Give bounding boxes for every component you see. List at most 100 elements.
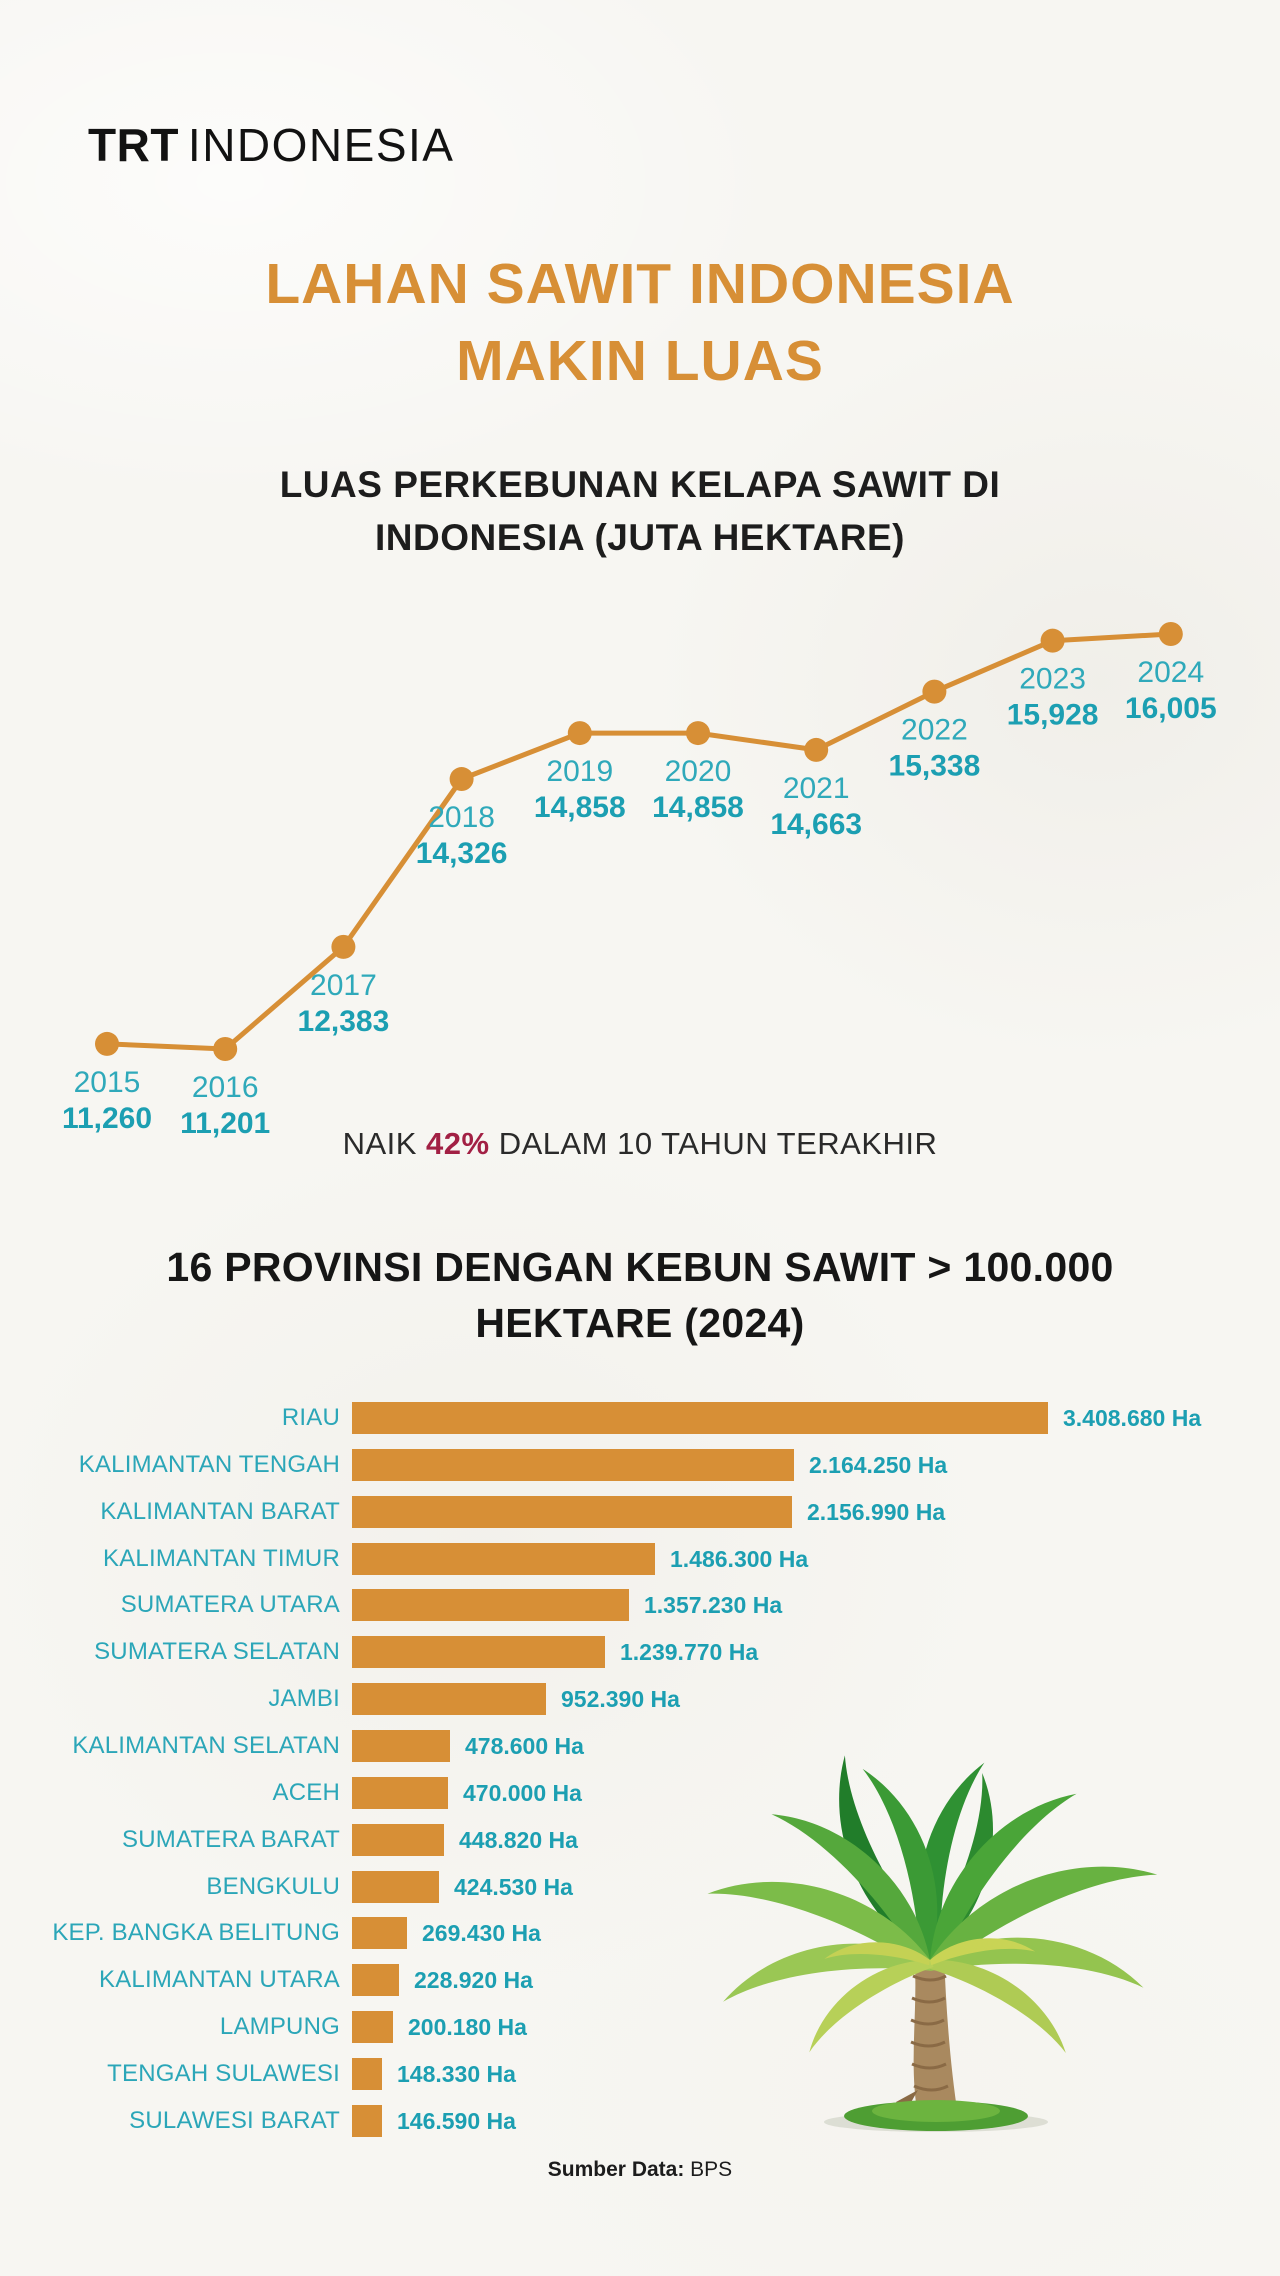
data-point-2019: [567, 721, 592, 746]
bar-label: SUMATERA UTARA: [120, 1591, 340, 1618]
growth-note-prefix: NAIK: [342, 1126, 427, 1161]
bar-label: SUMATERA SELATAN: [94, 1638, 340, 1665]
bar: [352, 1730, 450, 1762]
brand-logo: TRT INDONESIA: [88, 118, 454, 172]
bar-label: ACEH: [272, 1779, 340, 1806]
bar-label: KALIMANTAN UTARA: [98, 1966, 340, 1993]
year-label-2022: 2022: [901, 714, 968, 747]
year-label-2024: 2024: [1137, 656, 1204, 689]
line-series: [104, 631, 1174, 1052]
bar-row: KALIMANTAN UTARA 228.920 Ha: [0, 1964, 1280, 1996]
bar-label: KALIMANTAN TIMUR: [102, 1545, 340, 1572]
bar-row: LAMPUNG 200.180 Ha: [0, 2011, 1280, 2043]
data-point-2022: [922, 679, 947, 704]
growth-note-suffix: DALAM 10 TAHUN TERAKHIR: [489, 1126, 938, 1161]
bar-chart: RIAU 3.408.680 Ha KALIMANTAN TENGAH 2.164.2…: [0, 1402, 1280, 2152]
source-value: BPS: [690, 2158, 733, 2181]
bar-value-label: 228.920 Ha: [414, 1967, 533, 1993]
bar-value-label: 424.530 Ha: [454, 1874, 573, 1900]
bar-chart-title-line1: 16 PROVINSI DENGAN KEBUN SAWIT > 100.000: [166, 1244, 1114, 1290]
palm-tree-illustration: [703, 1745, 1167, 2132]
growth-note: NAIK 42% DALAM 10 TAHUN TERAKHIR: [0, 1126, 1280, 1162]
bar-row: SULAWESI BARAT 146.590 Ha: [0, 2105, 1280, 2137]
bar: [352, 2011, 393, 2043]
bar-row: SUMATERA SELATAN 1.239.770 Ha: [0, 1636, 1280, 1668]
bar-label: SULAWESI BARAT: [129, 2107, 340, 2134]
year-label-2016: 2016: [192, 1071, 259, 1104]
bar-value-label: 146.590 Ha: [397, 2108, 516, 2134]
year-label-2018: 2018: [428, 801, 495, 834]
bar-value-label: 470.000 Ha: [463, 1780, 582, 1806]
bar-value-label: 2.156.990 Ha: [807, 1499, 946, 1525]
bar-value-label: 1.239.770 Ha: [620, 1639, 759, 1665]
bar: [352, 2105, 382, 2137]
bar: [352, 1824, 444, 1856]
bar-value-label: 3.408.680 Ha: [1063, 1405, 1202, 1431]
bar-value-label: 1.486.300 Ha: [670, 1546, 809, 1572]
bar-value-label: 478.600 Ha: [465, 1733, 584, 1759]
source-note: Sumber Data: BPS: [0, 2158, 1280, 2182]
bar-label: SUMATERA BARAT: [122, 1826, 340, 1853]
bar-label: BENGKULU: [206, 1873, 340, 1900]
bar-chart-title: 16 PROVINSI DENGAN KEBUN SAWIT > 100.000…: [0, 1239, 1280, 1351]
source-label: Sumber Data:: [547, 2158, 685, 2181]
bar: [352, 1777, 448, 1809]
bar-row: SUMATERA BARAT 448.820 Ha: [0, 1824, 1280, 1856]
line-chart-title-line2: INDONESIA (JUTA HEKTARE): [375, 517, 905, 558]
bar-value-label: 448.820 Ha: [459, 1827, 578, 1853]
bar-label: LAMPUNG: [219, 2013, 340, 2040]
line-chart-title-line1: LUAS PERKEBUNAN KELAPA SAWIT DI: [279, 464, 1001, 505]
data-point-2018: [449, 767, 474, 792]
bar-value-label: 148.330 Ha: [397, 2061, 516, 2087]
bar: [352, 2058, 382, 2090]
bar: [352, 1402, 1048, 1434]
bar-row: TENGAH SULAWESI 148.330 Ha: [0, 2058, 1280, 2090]
bar: [352, 1589, 629, 1621]
bar: [352, 1449, 794, 1481]
bar-row: KALIMANTAN TIMUR 1.486.300 Ha: [0, 1543, 1280, 1575]
palm-trunk: [896, 1952, 958, 2116]
data-point-2016: [213, 1037, 238, 1061]
data-point-2015: [95, 1031, 119, 1056]
bar-value-label: 269.430 Ha: [422, 1920, 541, 1946]
year-label-2019: 2019: [546, 755, 613, 788]
bar: [352, 1636, 605, 1668]
value-label-2015: 11,260: [62, 1102, 152, 1135]
brand-logo-indonesia: INDONESIA: [187, 119, 455, 171]
bar-value-label: 2.164.250 Ha: [809, 1452, 948, 1478]
year-label-2021: 2021: [783, 772, 850, 805]
value-label-2022: 15,338: [889, 750, 981, 783]
value-label-2016: 11,201: [180, 1107, 270, 1140]
data-point-2021: [804, 737, 829, 762]
bar-row: KALIMANTAN TENGAH 2.164.250 Ha: [0, 1449, 1280, 1481]
value-label-2017: 12,383: [298, 1005, 390, 1038]
value-label-2023: 15,928: [1007, 699, 1099, 732]
year-label-2017: 2017: [310, 969, 377, 1002]
value-label-2019: 14,858: [534, 791, 626, 824]
value-label-2024: 16,005: [1125, 692, 1217, 725]
bar-value-label: 1.357.230 Ha: [644, 1592, 783, 1618]
page-title-line1: LAHAN SAWIT INDONESIA: [265, 252, 1015, 316]
bar-value-label: 200.180 Ha: [408, 2014, 527, 2040]
bar: [352, 1871, 439, 1903]
value-label-2018: 14,326: [416, 837, 508, 870]
line-chart-title: LUAS PERKEBUNAN KELAPA SAWIT DI INDONESI…: [0, 458, 1280, 564]
bar: [352, 1683, 546, 1715]
bar-label: KEP. BANGKA BELITUNG: [52, 1919, 340, 1946]
bar-row: JAMBI 952.390 Ha: [0, 1683, 1280, 1715]
data-point-2017: [331, 934, 356, 959]
data-point-2020: [686, 721, 710, 746]
bar-row: BENGKULU 424.530 Ha: [0, 1871, 1280, 1903]
bar-row: RIAU 3.408.680 Ha: [0, 1402, 1280, 1434]
growth-percentage: 42%: [426, 1126, 490, 1161]
brand-logo-trt: TRT: [88, 119, 179, 171]
data-point-2024: [1158, 622, 1183, 646]
bar-label: TENGAH SULAWESI: [107, 2060, 340, 2087]
bar-label: JAMBI: [268, 1685, 340, 1712]
data-point-2023: [1040, 628, 1065, 653]
line-chart: 2015 11,260 2016 11,201 2017 12,383 2018 14,326…: [0, 580, 1280, 1150]
palm-grass: [844, 2100, 1028, 2131]
page-title-line2: MAKIN LUAS: [456, 329, 824, 393]
bar-chart-title-line2: HEKTARE (2024): [475, 1300, 805, 1346]
